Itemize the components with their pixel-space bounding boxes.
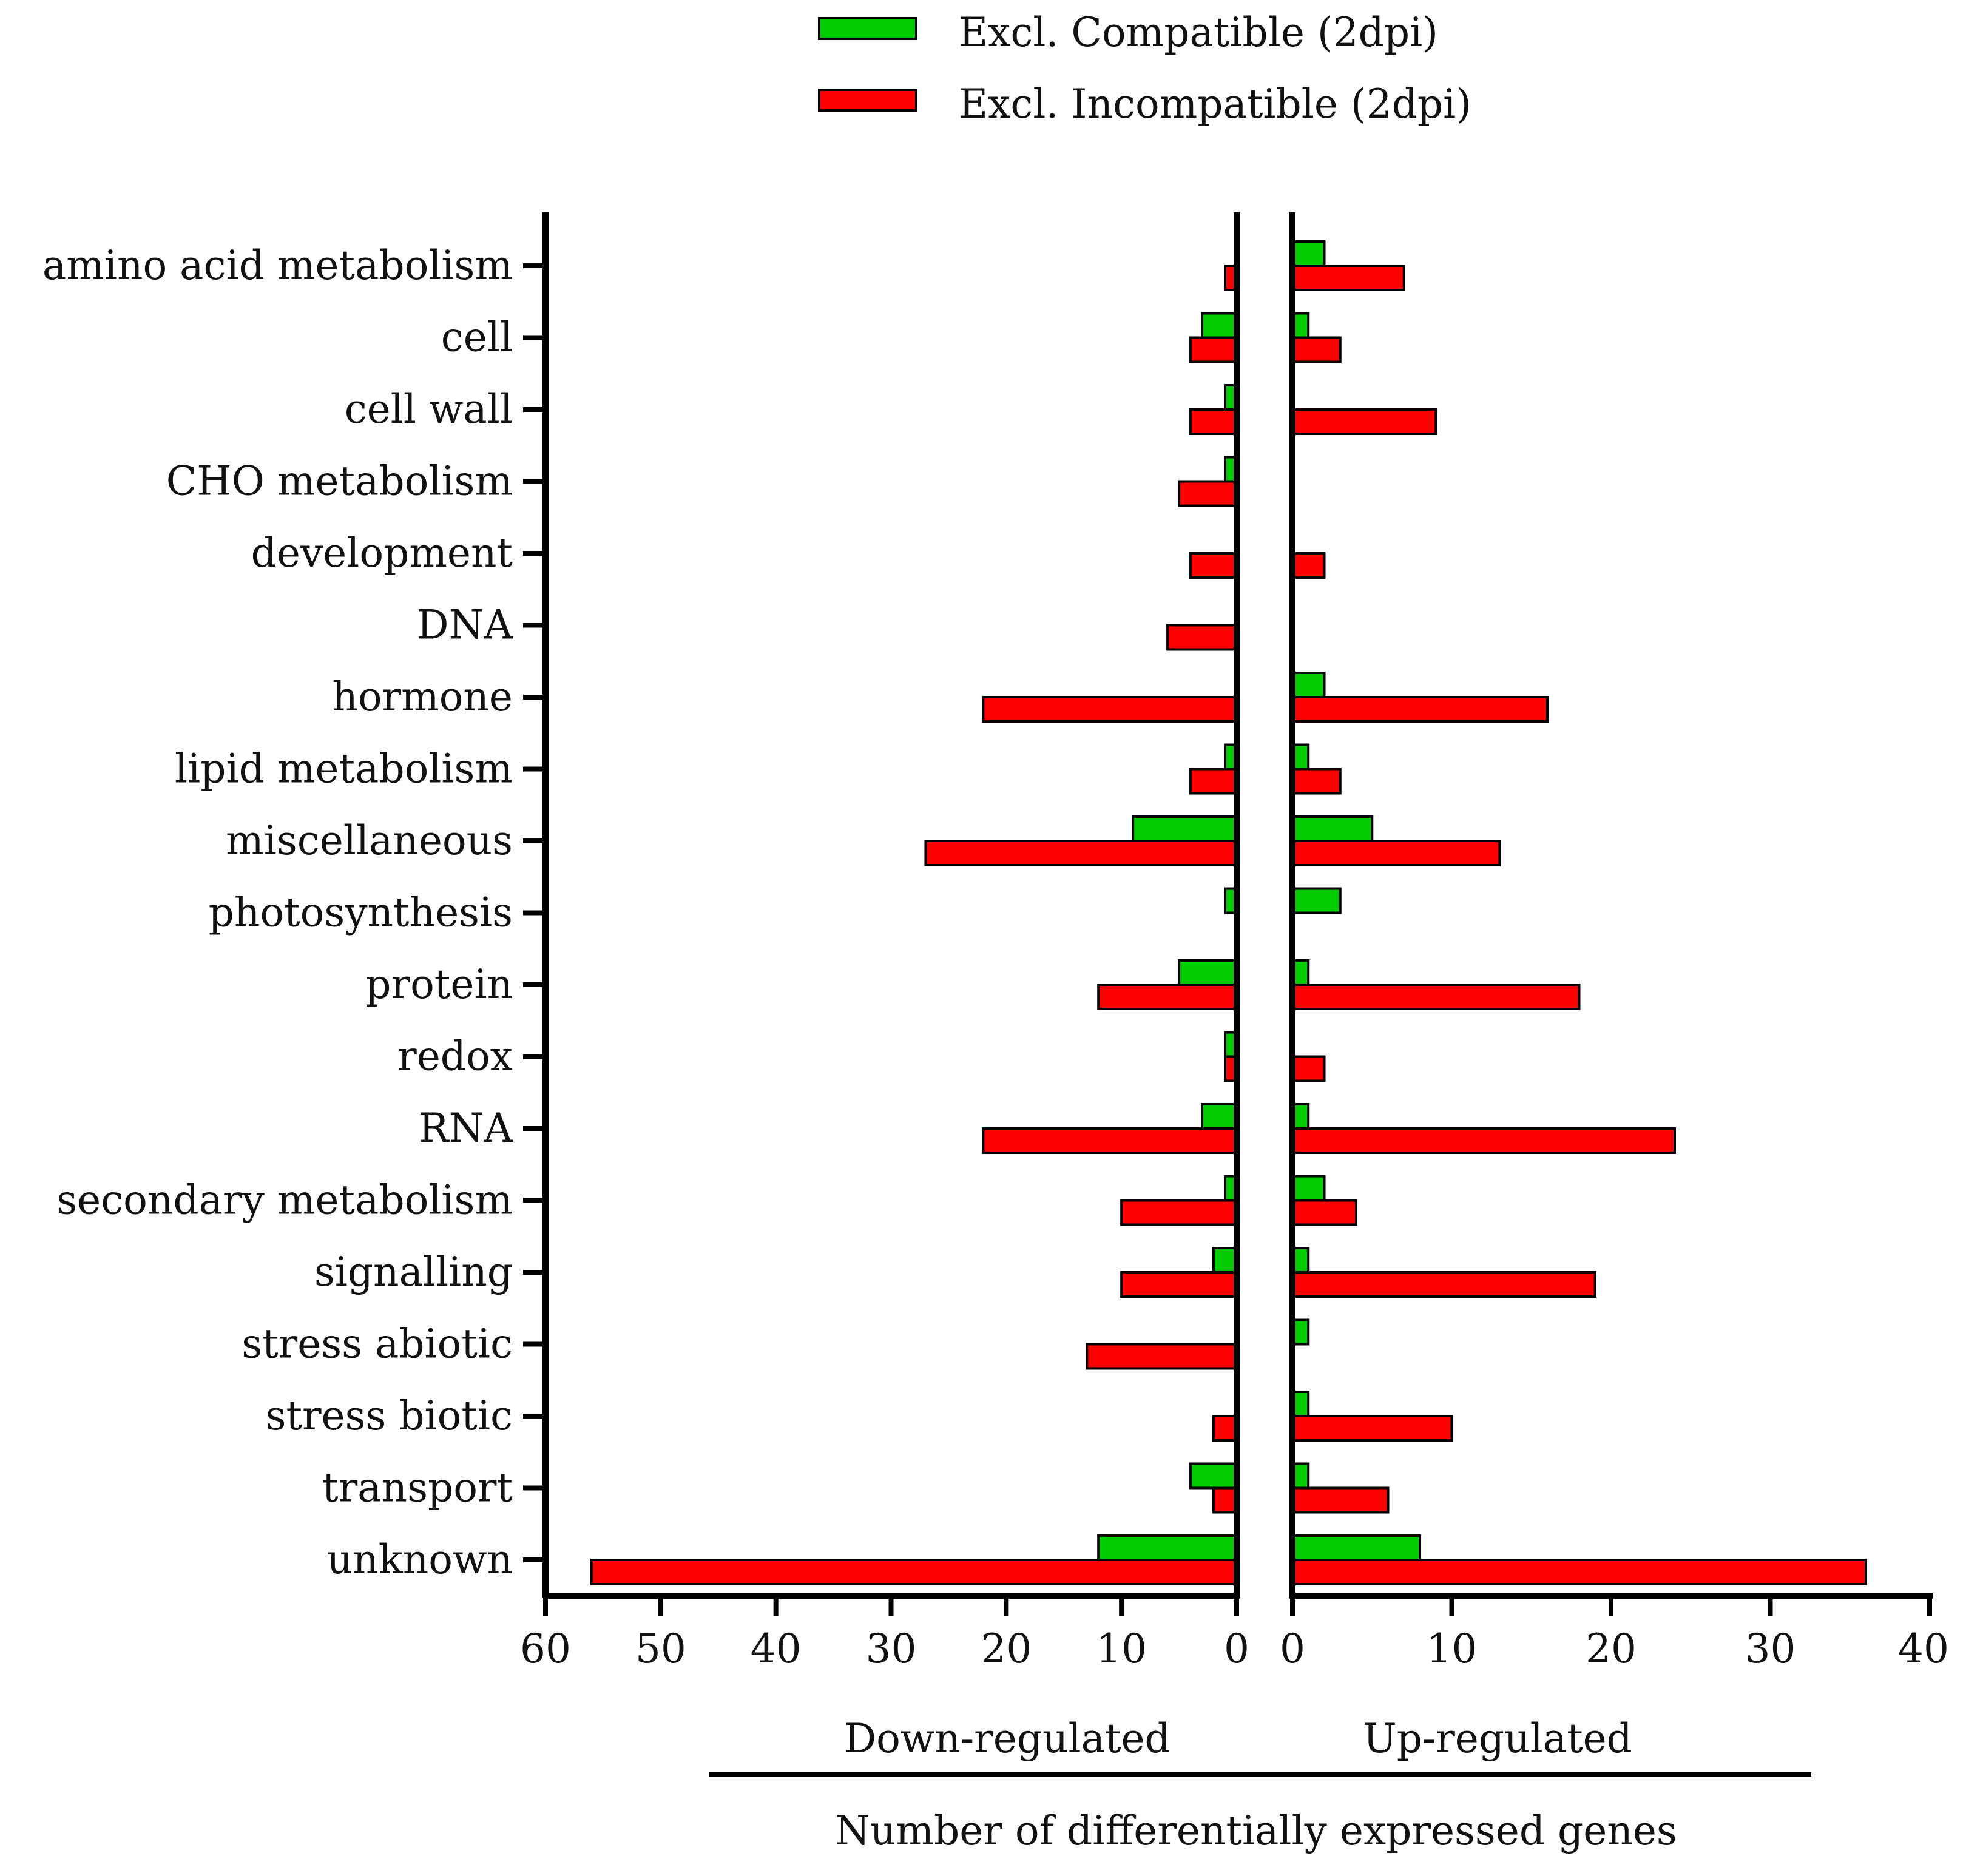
category-label-hormone: hormone xyxy=(332,673,513,720)
legend-swatch-compatible xyxy=(818,17,917,40)
bar-up-incompatible-secondary-metabolism xyxy=(1291,1199,1357,1226)
bar-down-incompatible-cell-wall xyxy=(1189,408,1238,435)
bar-up-incompatible-redox xyxy=(1291,1055,1326,1082)
bar-down-compatible-rna xyxy=(1201,1103,1238,1130)
down-tick-label: 60 xyxy=(520,1625,571,1672)
bar-down-compatible-unknown xyxy=(1097,1534,1238,1561)
category-label-stress-biotic: stress biotic xyxy=(266,1392,513,1439)
bar-down-incompatible-signalling xyxy=(1120,1271,1238,1298)
bar-up-incompatible-transport xyxy=(1291,1486,1390,1514)
bar-down-incompatible-dna xyxy=(1166,624,1238,651)
bars xyxy=(590,240,1867,1585)
legend-swatch-incompatible xyxy=(818,89,917,112)
category-label-photosynthesis: photosynthesis xyxy=(209,889,513,936)
bar-down-compatible-cell xyxy=(1201,312,1238,339)
bar-up-incompatible-hormone xyxy=(1291,696,1549,723)
bar-down-incompatible-protein xyxy=(1097,984,1238,1010)
bar-up-incompatible-cell xyxy=(1291,336,1342,363)
bar-down-incompatible-rna xyxy=(982,1127,1238,1154)
bar-down-incompatible-stress-biotic xyxy=(1212,1415,1238,1442)
bar-up-incompatible-lipid-metabolism xyxy=(1291,768,1342,795)
category-label-lipid-metabolism: lipid metabolism xyxy=(175,746,513,792)
bar-down-incompatible-unknown xyxy=(590,1559,1238,1585)
category-labels: amino acid metabolism cell cell wall CHO me… xyxy=(42,242,513,1583)
down-tick-label: 50 xyxy=(635,1625,686,1672)
bar-down-incompatible-cell xyxy=(1189,336,1238,363)
down-tick-label: 30 xyxy=(866,1625,917,1672)
bar-down-incompatible-cho-metabolism xyxy=(1178,480,1238,507)
bar-down-incompatible-lipid-metabolism xyxy=(1189,768,1238,795)
bar-down-incompatible-miscellaneous xyxy=(924,840,1238,866)
category-label-redox: redox xyxy=(397,1033,513,1080)
category-label-amino-acid-metabolism: amino acid metabolism xyxy=(42,242,513,289)
bar-down-incompatible-transport xyxy=(1212,1486,1238,1514)
legend-label-incompatible: Excl. Incompatible (2dpi) xyxy=(959,81,1471,127)
bar-down-compatible-protein xyxy=(1178,959,1238,986)
category-label-secondary-metabolism: secondary metabolism xyxy=(56,1177,513,1224)
up-tick-label: 40 xyxy=(1898,1625,1949,1672)
bar-up-compatible-miscellaneous xyxy=(1291,815,1374,842)
bar-up-compatible-unknown xyxy=(1291,1534,1421,1561)
down-tick-label: 0 xyxy=(1224,1625,1249,1672)
category-label-stress-abiotic: stress abiotic xyxy=(242,1321,513,1368)
bar-up-incompatible-amino-acid-metabolism xyxy=(1291,265,1405,291)
bar-up-compatible-amino-acid-metabolism xyxy=(1291,240,1326,267)
bar-up-incompatible-stress-biotic xyxy=(1291,1415,1453,1442)
bar-up-incompatible-protein xyxy=(1291,984,1581,1010)
down-regulated-label: Down-regulated xyxy=(844,1715,1170,1762)
bar-up-incompatible-miscellaneous xyxy=(1291,840,1501,866)
bar-down-incompatible-hormone xyxy=(982,696,1238,723)
category-label-protein: protein xyxy=(365,961,513,1008)
bar-down-compatible-signalling xyxy=(1212,1247,1238,1274)
up-tick-label: 10 xyxy=(1427,1625,1478,1672)
bar-down-incompatible-secondary-metabolism xyxy=(1120,1199,1238,1226)
axes xyxy=(523,212,1933,1616)
up-tick-label: 0 xyxy=(1280,1625,1305,1672)
category-label-cell-wall: cell wall xyxy=(345,386,513,433)
bar-up-incompatible-signalling xyxy=(1291,1271,1596,1298)
category-label-cho-metabolism: CHO metabolism xyxy=(166,458,513,505)
down-tick-label: 40 xyxy=(751,1625,802,1672)
bar-up-compatible-secondary-metabolism xyxy=(1291,1175,1326,1202)
category-label-signalling: signalling xyxy=(314,1249,513,1295)
bar-up-compatible-photosynthesis xyxy=(1291,887,1342,914)
up-tick-label: 20 xyxy=(1586,1625,1637,1672)
category-label-transport: transport xyxy=(322,1465,513,1511)
category-label-unknown: unknown xyxy=(327,1536,513,1583)
category-label-miscellaneous: miscellaneous xyxy=(226,817,513,864)
legend: Excl. Compatible (2dpi) Excl. Incompatib… xyxy=(818,9,1471,127)
bar-up-incompatible-development xyxy=(1291,552,1326,579)
up-tick-label: 30 xyxy=(1745,1625,1796,1672)
category-label-cell: cell xyxy=(441,314,513,361)
legend-label-compatible: Excl. Compatible (2dpi) xyxy=(959,9,1438,56)
bar-down-compatible-miscellaneous xyxy=(1132,815,1238,842)
x-axis-title: Number of differentially expressed genes xyxy=(835,1807,1677,1854)
bar-up-compatible-hormone xyxy=(1291,672,1326,698)
category-label-dna: DNA xyxy=(417,602,514,649)
bar-up-incompatible-cell-wall xyxy=(1291,408,1437,435)
bar-down-incompatible-development xyxy=(1189,552,1238,579)
tick-labels: 60 50 40 30 20 10 0 0 10 20 30 40 xyxy=(520,1625,1949,1672)
up-regulated-label: Up-regulated xyxy=(1363,1715,1632,1762)
category-label-rna: RNA xyxy=(419,1105,513,1152)
down-tick-label: 20 xyxy=(981,1625,1032,1672)
bar-up-incompatible-rna xyxy=(1291,1127,1676,1154)
bar-down-incompatible-stress-abiotic xyxy=(1086,1343,1238,1370)
category-label-development: development xyxy=(251,530,513,576)
down-tick-label: 10 xyxy=(1096,1625,1147,1672)
bar-down-compatible-transport xyxy=(1189,1462,1238,1490)
bar-up-incompatible-unknown xyxy=(1291,1559,1867,1585)
